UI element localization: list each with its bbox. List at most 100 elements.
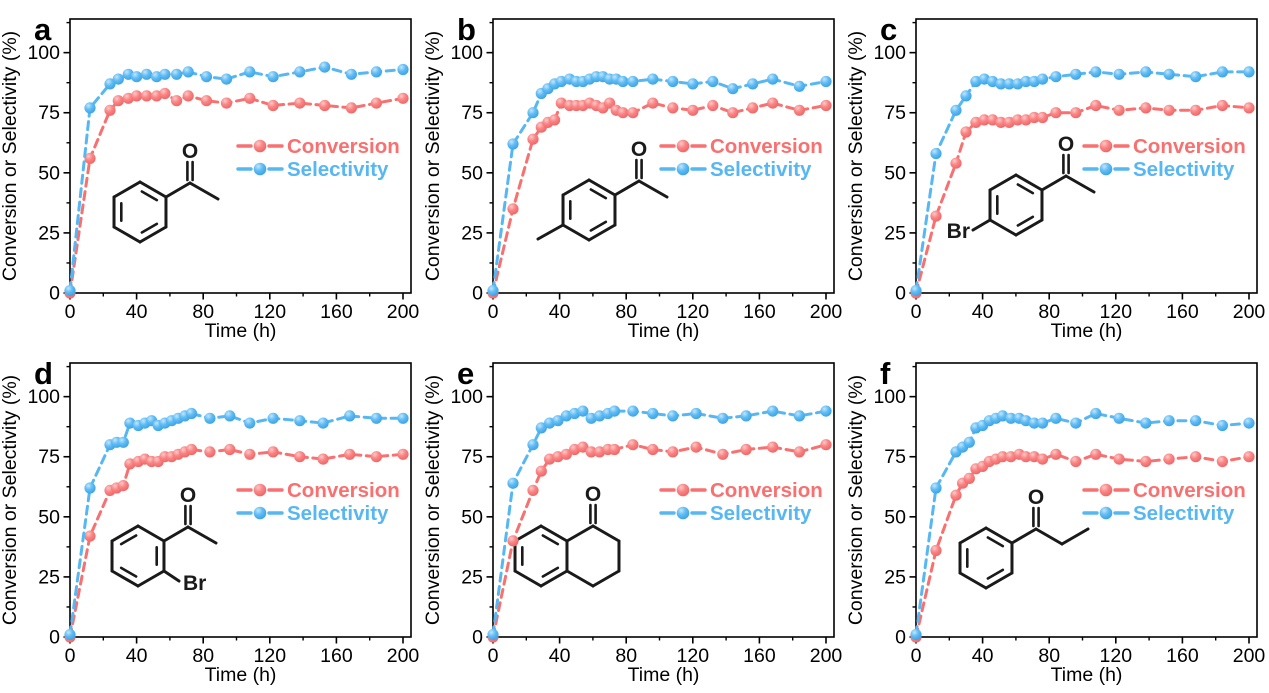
x-tick-label: 160 [1166,301,1199,323]
y-tick-label: 25 [461,222,483,244]
conversion-point [1140,455,1152,468]
legend-selectivity-marker [676,162,690,176]
conversion-point [627,107,639,119]
y-tick-label: 25 [38,222,60,244]
panel-a: 0 40 80 120 160 200 0 25 50 75 100 Time (h) Conversi… [0,0,423,344]
panel-letter: e [457,356,474,391]
conversion-point [767,441,779,453]
chart-c: 0 40 80 120 160 200 0 25 50 75 100 Time (h) Conversi… [845,12,1266,342]
selectivity-point [370,66,382,78]
conversion-point [978,114,990,126]
y-tick-label: 100 [450,386,483,408]
chart-e: 0 40 80 120 160 200 0 25 50 75 100 Time (h) Conversi… [422,356,842,686]
conversion-point [185,443,198,456]
y-tick-label: 50 [38,506,60,528]
selectivity-line [491,75,828,293]
conversion-point [370,451,382,463]
selectivity-point [200,71,213,83]
selectivity-point [747,78,759,90]
conversion-point [1216,455,1228,468]
conversion-point [997,451,1009,463]
plot-frame [915,362,1258,638]
selectivity-point [204,412,216,424]
conversion-point [319,99,331,112]
y-tick-label: 25 [884,222,906,244]
selectivity-point [667,410,679,422]
conversion-point [112,95,124,107]
selectivity-point [397,63,409,76]
selectivity-point [1163,415,1175,427]
selectivity-point [1113,68,1125,80]
x-tick-label: 160 [320,301,353,323]
selectivity-point [1190,71,1202,83]
conversion-point [507,203,519,215]
selectivity-point [64,629,76,641]
conversion-point [317,453,329,465]
selectivity-point [585,412,597,424]
selectivity-point [1140,66,1152,78]
conversion-point [267,446,279,458]
x-tick-label: 200 [1233,301,1266,323]
selectivity-point [627,405,639,417]
x-axis-label: Time (h) [628,320,700,342]
x-tick-label: 200 [810,301,843,323]
conversion-point [204,446,216,458]
chart-d: 0 40 80 120 160 200 0 25 50 75 100 Time (h) Conversi… [0,356,419,686]
conversion-point [960,126,972,138]
legend-conversion-marker [253,139,267,153]
selectivity-point [727,83,739,95]
chart-b: 0 40 80 120 160 200 0 25 50 75 100 Time (h) Conversi… [422,12,843,342]
x-tick-label: 0 [65,645,76,667]
x-tick-label: 120 [1100,645,1133,667]
selectivity-point [244,417,256,429]
conversion-point [970,116,982,128]
conversion-point [171,95,183,107]
x-tick-label: 0 [65,301,76,323]
conversion-point [370,97,382,109]
conversion-point [707,99,719,112]
conversion-point [1163,453,1175,465]
selectivity-point [317,417,329,429]
y-tick-label: 75 [884,102,906,124]
selectivity-point [244,66,256,78]
legend-conversion-label: Conversion [1133,479,1246,502]
x-tick-label: 160 [1166,645,1199,667]
x-tick-label: 80 [192,645,214,667]
legend-selectivity-marker [1099,506,1113,520]
legend-conversion-marker [1099,139,1113,153]
panel-letter: b [457,12,476,47]
conversion-point [1113,453,1125,465]
selectivity-point [1036,417,1049,429]
atom-label-bromine: Br [947,220,970,243]
selectivity-point [793,80,805,92]
atom-label-oxygen: O [182,140,198,163]
conversion-point [1243,451,1255,463]
panel-letter: c [880,12,897,47]
selectivity-point [608,405,621,417]
y-tick-label: 0 [472,283,483,305]
selectivity-point [1216,419,1228,432]
conversion-point [182,90,194,102]
chart-f: 0 40 80 120 160 200 0 25 50 75 100 Time (h) Conversi… [845,356,1265,686]
x-tick-label: 80 [615,645,637,667]
conversion-point [344,448,356,460]
molecule-propiophenone: O [958,486,1090,590]
y-tick-label: 50 [38,162,60,184]
x-tick-label: 40 [549,645,571,667]
selectivity-point [535,422,547,434]
conversion-point [1190,451,1202,463]
x-tick-label: 160 [320,645,353,667]
y-tick-label: 25 [38,566,60,588]
conversion-point [793,446,805,458]
selectivity-point [294,415,306,427]
chart-a: 0 40 80 120 160 200 0 25 50 75 100 Time (h) Conversi… [0,12,419,342]
conversion-point [963,472,975,484]
y-tick-label: 50 [461,506,483,528]
selectivity-point [1140,417,1152,429]
conversion-point [397,92,409,104]
selectivity-point [171,68,183,80]
x-tick-label: 120 [254,301,287,323]
selectivity-point [820,405,832,417]
conversion-point [820,439,832,451]
atom-label-oxygen: O [631,138,647,161]
